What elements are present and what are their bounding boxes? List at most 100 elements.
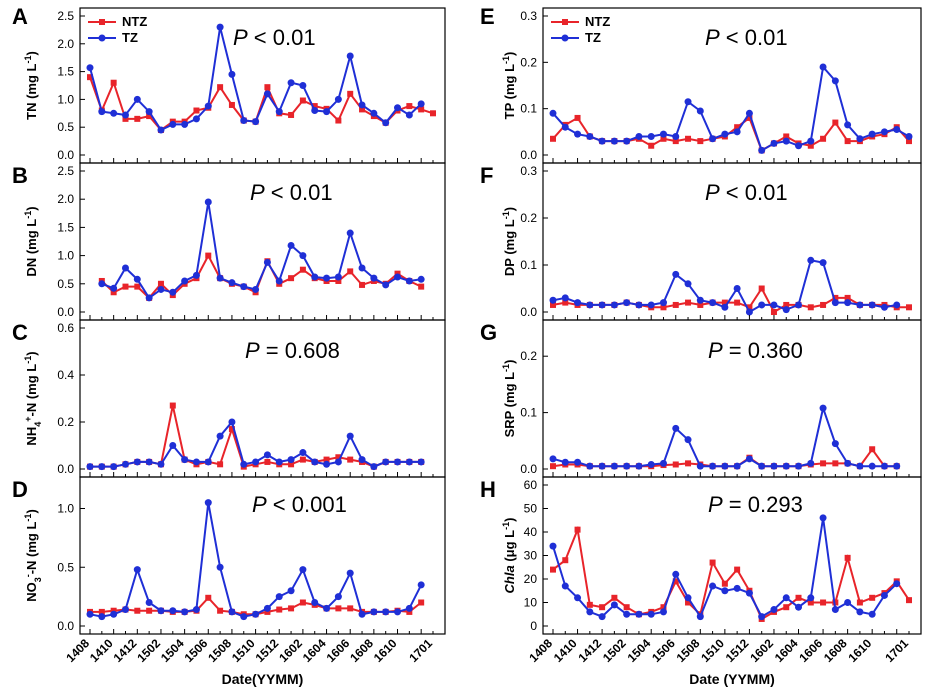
point-tz	[647, 610, 655, 618]
point-tz	[299, 82, 307, 89]
point-tz	[623, 299, 631, 307]
point-ntz	[734, 124, 741, 131]
point-ntz	[856, 599, 863, 606]
point-ntz	[347, 605, 354, 612]
series-line-tz	[89, 502, 423, 618]
point-tz	[323, 604, 331, 612]
point-ntz	[562, 557, 569, 564]
point-ntz	[611, 594, 618, 601]
p-value: P = 0.293	[708, 492, 803, 517]
point-ntz	[359, 281, 366, 288]
point-ntz	[820, 599, 827, 606]
point-tz	[893, 126, 901, 134]
series-line-ntz	[90, 405, 422, 468]
point-ntz	[299, 599, 306, 606]
x-tick-label: 1606	[796, 636, 825, 665]
point-tz	[145, 458, 153, 466]
ylabel-part: )	[24, 351, 39, 355]
x-tick-label: 1608	[347, 636, 376, 665]
y-tick-label: 0.2	[520, 349, 537, 363]
legend-label-ntz: NTZ	[122, 14, 147, 29]
point-tz	[598, 613, 606, 621]
y-tick-label: 0.0	[57, 619, 74, 633]
point-tz	[709, 299, 717, 307]
point-tz	[133, 275, 141, 283]
point-tz	[782, 137, 790, 145]
point-tz	[263, 451, 271, 459]
point-ntz	[697, 138, 704, 145]
panel-frame	[79, 476, 446, 635]
point-tz	[370, 608, 378, 616]
p-value: P = 0.360	[708, 338, 803, 363]
point-ntz	[146, 113, 153, 120]
point-tz	[856, 301, 864, 309]
point-tz	[659, 459, 667, 467]
point-ntz	[820, 460, 827, 467]
point-tz	[417, 458, 425, 466]
point-tz	[192, 606, 200, 614]
point-tz	[382, 119, 390, 127]
point-ntz	[205, 252, 212, 259]
point-tz	[228, 279, 236, 287]
p-text: = 0.293	[723, 492, 803, 517]
point-tz	[299, 566, 307, 574]
y-tick-label: 1.0	[57, 92, 74, 106]
point-tz	[610, 301, 618, 309]
point-tz	[880, 462, 888, 470]
point-tz	[405, 458, 413, 466]
p-text: < 0.01	[265, 180, 333, 205]
point-tz	[157, 126, 165, 134]
point-tz	[110, 463, 118, 471]
x-tick-label: 1701	[882, 636, 911, 665]
point-tz	[831, 606, 839, 614]
y-tick-label: 2.0	[57, 192, 74, 206]
p-symbol: P	[705, 25, 720, 50]
y-tick-label: 0.1	[520, 102, 537, 116]
point-ntz	[217, 84, 224, 91]
point-tz	[709, 135, 717, 143]
point-ntz	[685, 299, 692, 306]
x-tick-label: 1606	[324, 636, 353, 665]
ylabel-part: )	[502, 518, 517, 522]
point-ntz	[844, 554, 851, 561]
point-tz	[610, 601, 618, 609]
x-tick-label: 1502	[600, 636, 629, 665]
x-axis-label: Date(YYMM)	[222, 671, 304, 687]
p-symbol: P	[245, 338, 260, 363]
point-tz	[770, 301, 778, 309]
y-tick-label: 0.4	[57, 368, 74, 382]
point-ntz	[264, 84, 271, 91]
point-ntz	[599, 604, 606, 611]
point-ntz	[193, 107, 200, 114]
point-ntz	[672, 578, 679, 585]
point-tz	[807, 256, 815, 264]
point-ntz	[323, 456, 330, 463]
point-tz	[844, 599, 852, 606]
ylabel-part: SRP (mg L	[502, 372, 517, 438]
point-tz	[696, 613, 704, 621]
point-tz	[157, 607, 165, 615]
x-tick-label: 1604	[300, 636, 329, 665]
legend-label-ntz: NTZ	[585, 14, 610, 29]
y-tick-label: 1.5	[57, 65, 74, 79]
point-ntz	[807, 304, 814, 311]
ylabel-part: -N (mg L	[24, 364, 39, 417]
point-tz	[745, 308, 753, 316]
point-tz	[831, 77, 839, 85]
point-tz	[868, 462, 876, 470]
ylabel-part: )	[24, 509, 39, 513]
p-text: < 0.01	[720, 180, 788, 205]
point-tz	[263, 604, 271, 612]
point-ntz	[709, 559, 716, 566]
point-tz	[394, 104, 402, 112]
point-ntz	[795, 594, 802, 601]
point-ntz	[783, 133, 790, 140]
point-tz	[856, 462, 864, 470]
point-ntz	[110, 289, 117, 296]
point-ntz	[869, 446, 876, 453]
point-tz	[647, 132, 655, 140]
p-text: < 0.01	[720, 25, 788, 50]
point-tz	[216, 274, 224, 282]
point-ntz	[169, 402, 176, 409]
